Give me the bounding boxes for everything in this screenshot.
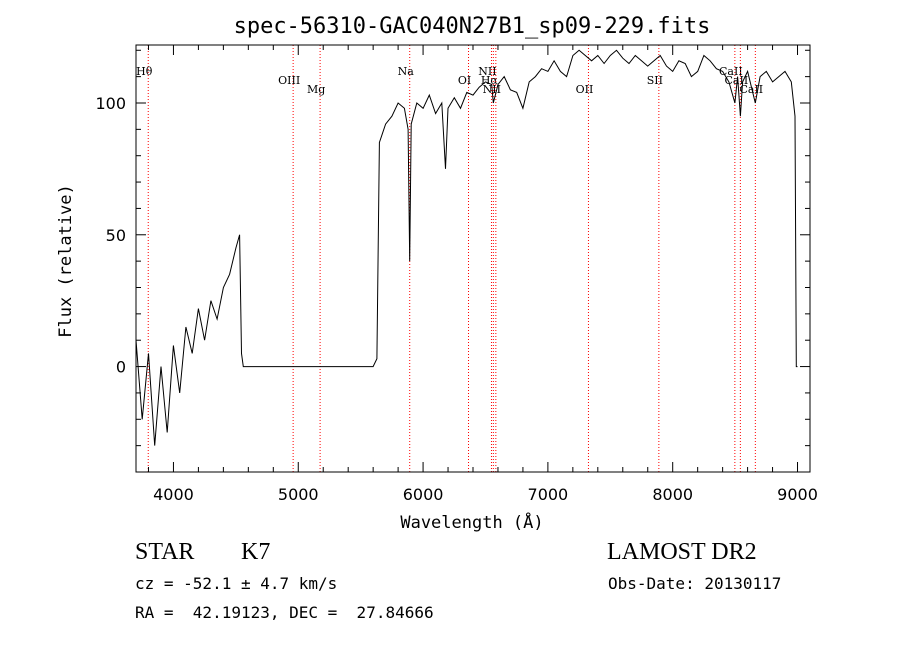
spectral-line-label: OI <box>458 74 471 87</box>
spectral-line-label: OIII <box>278 74 300 87</box>
spectral-line-label: SII <box>647 74 663 87</box>
x-tick-label: 5000 <box>278 485 319 504</box>
spectral-line-label: Hα <box>481 74 499 87</box>
y-tick-label: 50 <box>106 226 126 245</box>
object-subclass: K7 <box>241 539 271 565</box>
spectral-line-label: NII <box>478 65 496 78</box>
velocity-text: cz = -52.1 ± 4.7 km/s <box>135 574 338 593</box>
y-axis-label: Flux (relative) <box>56 184 76 338</box>
x-tick-label: 7000 <box>528 485 569 504</box>
object-type: STAR <box>135 539 195 565</box>
axes: 4000 5000 6000 7000 8000 9000 0 50 100 <box>95 44 818 504</box>
y-tick-label: 100 <box>95 94 126 113</box>
x-tick-label: 4000 <box>153 485 194 504</box>
survey-name: LAMOST DR2 <box>607 539 757 565</box>
spectral-line-label: Mg <box>307 83 325 96</box>
spectrum-series <box>135 49 798 446</box>
x-tick-label: 8000 <box>652 485 693 504</box>
spectrum-line <box>135 49 798 446</box>
spectral-line-label: OII <box>576 83 594 96</box>
obs-date: Obs-Date: 20130117 <box>608 574 782 593</box>
plot-frame <box>135 44 811 473</box>
coordinates-text: RA = 42.19123, DEC = 27.84666 <box>135 603 434 622</box>
spectral-line-label: Hθ <box>136 65 153 78</box>
spectral-line-label: Na <box>398 65 415 78</box>
x-tick-label: 9000 <box>777 485 818 504</box>
x-tick-label: 6000 <box>403 485 444 504</box>
x-axis-label: Wavelength (Å) <box>400 511 543 533</box>
y-tick-label: 0 <box>116 358 126 377</box>
chart-title: spec-56310-GAC040N27B1_sp09-229.fits <box>234 14 711 39</box>
